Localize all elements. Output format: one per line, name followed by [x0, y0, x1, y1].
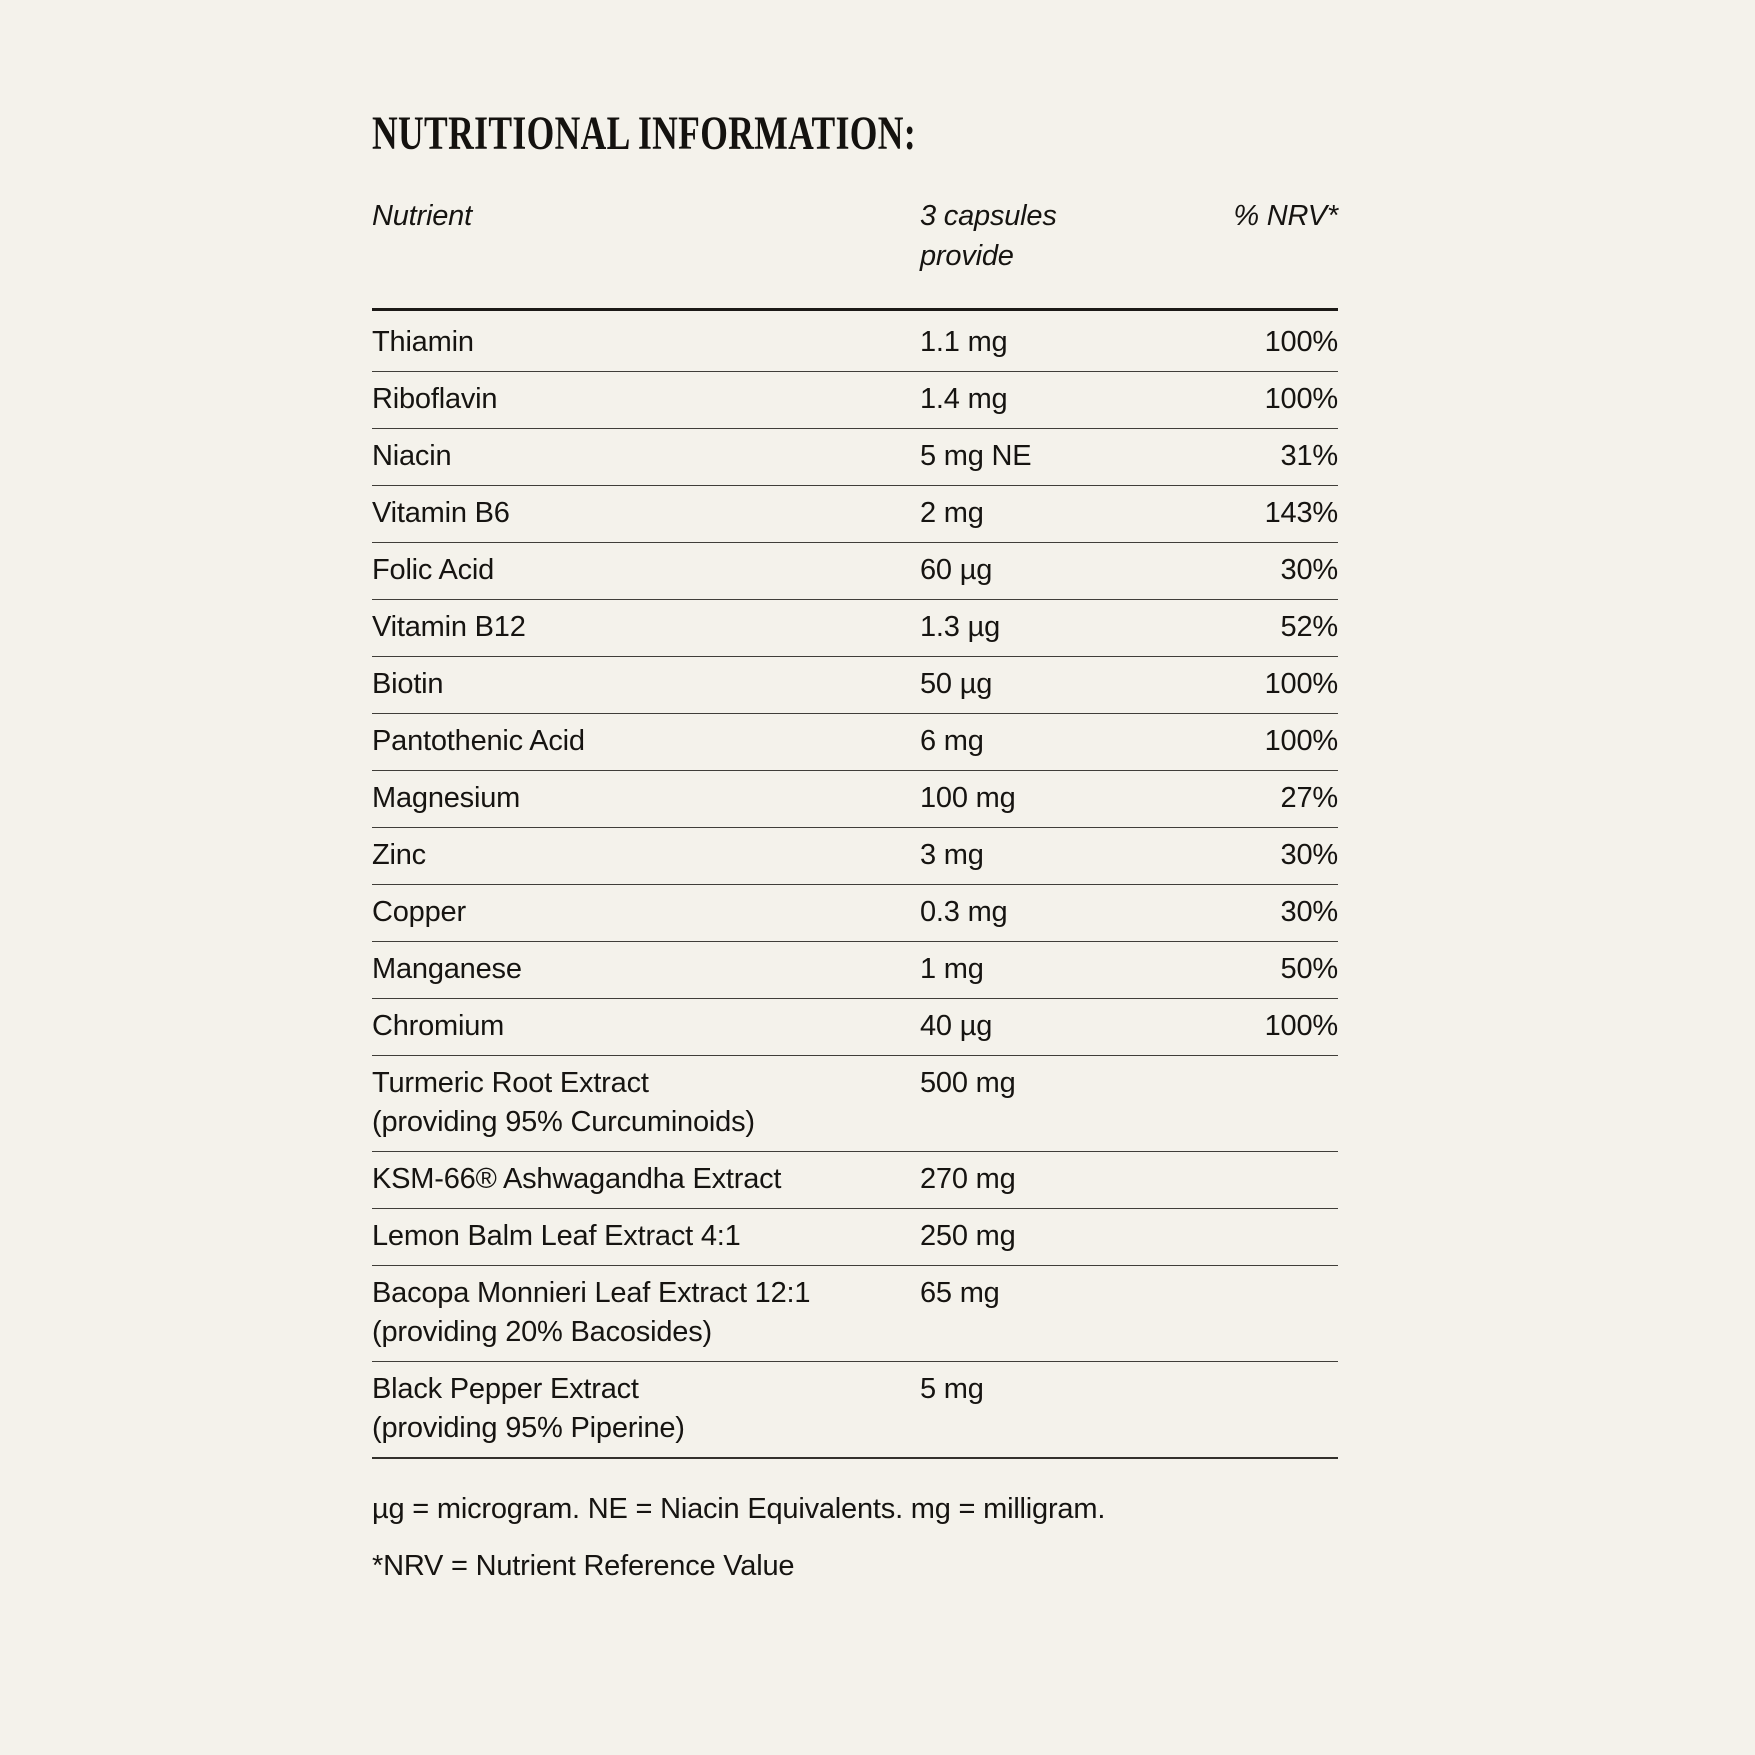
table-row: Pantothenic Acid 6 mg 100%: [372, 714, 1338, 771]
nrv-value: 30%: [1280, 554, 1339, 586]
amount-value: 6 mg: [920, 725, 984, 757]
amount-value: 100 mg: [920, 782, 1016, 814]
footnote-units: µg = microgram. NE = Niacin Equivalents.…: [372, 1493, 1106, 1525]
amount-value: 1.1 mg: [920, 326, 1008, 358]
amount-value: 270 mg: [920, 1163, 1016, 1195]
nutrition-table: Nutrient 3 capsules provide % NRV* Thiam…: [372, 196, 1338, 1459]
nrv-value: 30%: [1280, 839, 1339, 871]
table-row: Vitamin B12 1.3 µg 52%: [372, 600, 1338, 657]
nutrient-name: Manganese: [372, 953, 522, 985]
nutrient-name: Pantothenic Acid: [372, 725, 585, 757]
amount-value: 2 mg: [920, 497, 984, 529]
nrv-value: 50%: [1280, 953, 1339, 985]
table-row: Black Pepper Extract (providing 95% Pipe…: [372, 1362, 1338, 1459]
nutrient-name: Copper: [372, 896, 466, 928]
amount-value: 1.3 µg: [920, 611, 1001, 643]
amount-value: 250 mg: [920, 1220, 1016, 1252]
nutrient-name: KSM-66® Ashwagandha Extract: [372, 1163, 782, 1195]
table-row: Manganese 1 mg 50%: [372, 942, 1338, 999]
table-body: Thiamin 1.1 mg 100% Riboflavin 1.4 mg 10…: [372, 311, 1338, 1459]
nutrient-name: Bacopa Monnieri Leaf Extract 12:1 (provi…: [372, 1277, 811, 1348]
nrv-value: 27%: [1280, 782, 1339, 814]
table-row: Riboflavin 1.4 mg 100%: [372, 372, 1338, 429]
nutrition-panel: NUTRITIONAL INFORMATION: Nutrient 3 caps…: [372, 108, 1338, 1585]
nrv-value: 100%: [1264, 1010, 1339, 1042]
amount-value: 60 µg: [920, 554, 993, 586]
nutrient-name: Folic Acid: [372, 554, 495, 586]
header-nutrient: Nutrient: [372, 200, 472, 232]
amount-value: 1.4 mg: [920, 383, 1008, 415]
nutrient-name: Biotin: [372, 668, 444, 700]
nrv-value: 143%: [1264, 497, 1339, 529]
nrv-value: 100%: [1264, 326, 1339, 358]
nutrient-name: Riboflavin: [372, 383, 498, 415]
nutrient-name: Vitamin B6: [372, 497, 510, 529]
table-row: Lemon Balm Leaf Extract 4:1 250 mg: [372, 1209, 1338, 1266]
nutrient-name: Vitamin B12: [372, 611, 526, 643]
amount-value: 3 mg: [920, 839, 984, 871]
nrv-value: 100%: [1264, 725, 1339, 757]
nutrient-name: Turmeric Root Extract (providing 95% Cur…: [372, 1067, 755, 1138]
nutrient-name: Niacin: [372, 440, 452, 472]
nrv-value: 100%: [1264, 668, 1339, 700]
table-row: Zinc 3 mg 30%: [372, 828, 1338, 885]
table-row: Folic Acid 60 µg 30%: [372, 543, 1338, 600]
amount-value: 65 mg: [920, 1277, 1000, 1309]
amount-value: 500 mg: [920, 1067, 1016, 1099]
nutrient-name: Chromium: [372, 1010, 505, 1042]
nrv-value: 30%: [1280, 896, 1339, 928]
amount-value: 50 µg: [920, 668, 993, 700]
table-row: Turmeric Root Extract (providing 95% Cur…: [372, 1056, 1338, 1152]
table-row: Niacin 5 mg NE 31%: [372, 429, 1338, 486]
table-row: Vitamin B6 2 mg 143%: [372, 486, 1338, 543]
nrv-value: 100%: [1264, 383, 1339, 415]
amount-value: 0.3 mg: [920, 896, 1008, 928]
amount-value: 5 mg: [920, 1373, 984, 1405]
table-row: Chromium 40 µg 100%: [372, 999, 1338, 1056]
amount-value: 5 mg NE: [920, 440, 1032, 472]
nutrient-name: Magnesium: [372, 782, 521, 814]
nutrient-name: Thiamin: [372, 326, 474, 358]
nutrient-name: Zinc: [372, 839, 426, 871]
page-title: NUTRITIONAL INFORMATION:: [372, 107, 917, 160]
table-header-row: Nutrient 3 capsules provide % NRV*: [372, 196, 1338, 311]
header-amount: 3 capsules provide: [920, 200, 1057, 272]
table-row: KSM-66® Ashwagandha Extract 270 mg: [372, 1152, 1338, 1209]
table-row: Thiamin 1.1 mg 100%: [372, 311, 1338, 372]
header-nrv: % NRV*: [1233, 200, 1338, 232]
footnote-nrv: *NRV = Nutrient Reference Value: [372, 1550, 795, 1582]
table-row: Bacopa Monnieri Leaf Extract 12:1 (provi…: [372, 1266, 1338, 1362]
nrv-value: 31%: [1280, 440, 1339, 472]
table-row: Copper 0.3 mg 30%: [372, 885, 1338, 942]
amount-value: 1 mg: [920, 953, 984, 985]
nutrient-name: Lemon Balm Leaf Extract 4:1: [372, 1220, 741, 1252]
nutrient-name: Black Pepper Extract (providing 95% Pipe…: [372, 1373, 685, 1444]
nrv-value: 52%: [1280, 611, 1339, 643]
amount-value: 40 µg: [920, 1010, 993, 1042]
table-row: Magnesium 100 mg 27%: [372, 771, 1338, 828]
table-row: Biotin 50 µg 100%: [372, 657, 1338, 714]
